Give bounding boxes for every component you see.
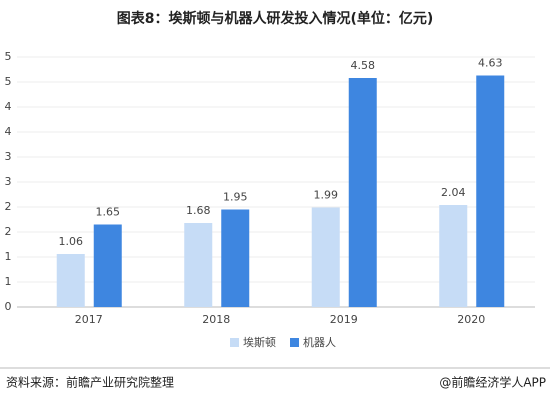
value-label: 2.04: [441, 186, 466, 199]
value-label: 1.06: [59, 235, 84, 248]
value-label: 1.99: [314, 189, 339, 202]
legend-label: 机器人: [303, 335, 336, 349]
bar: [93, 224, 122, 307]
x-tick-label: 2017: [75, 313, 103, 326]
value-label: 1.65: [96, 206, 121, 219]
value-label: 1.95: [223, 191, 248, 204]
bar: [439, 205, 468, 307]
y-tick-label: 4: [5, 125, 12, 138]
y-tick-label: 4: [5, 100, 12, 113]
credit: @前瞻经济学人APP: [439, 375, 546, 390]
y-tick-label: 0: [5, 300, 12, 313]
y-tick-label: 5: [5, 75, 12, 88]
y-tick-label: 1: [5, 275, 12, 288]
legend-swatch: [230, 338, 239, 347]
y-tick-label: 2: [5, 225, 12, 238]
bar: [221, 209, 250, 307]
x-tick-label: 2018: [202, 313, 230, 326]
bar: [56, 254, 85, 307]
bar: [476, 75, 505, 307]
value-label: 4.58: [351, 59, 376, 72]
y-tick-label: 3: [5, 175, 12, 188]
y-tick-label: 2: [5, 200, 12, 213]
y-tick-label: 5: [5, 50, 12, 63]
bar: [184, 223, 213, 307]
bar: [311, 207, 340, 307]
y-tick-label: 3: [5, 150, 12, 163]
source: 资料来源：前瞻产业研究院整理: [6, 375, 174, 390]
value-label: 4.63: [478, 57, 503, 70]
chart-title: 图表8：埃斯顿与机器人研发投入情况(单位：亿元): [117, 10, 434, 27]
x-tick-label: 2020: [457, 313, 485, 326]
value-label: 1.68: [186, 204, 211, 217]
bar: [348, 78, 377, 307]
y-tick-label: 1: [5, 250, 12, 263]
legend-label: 埃斯顿: [243, 335, 276, 349]
x-tick-label: 2019: [330, 313, 358, 326]
legend-swatch: [290, 338, 299, 347]
